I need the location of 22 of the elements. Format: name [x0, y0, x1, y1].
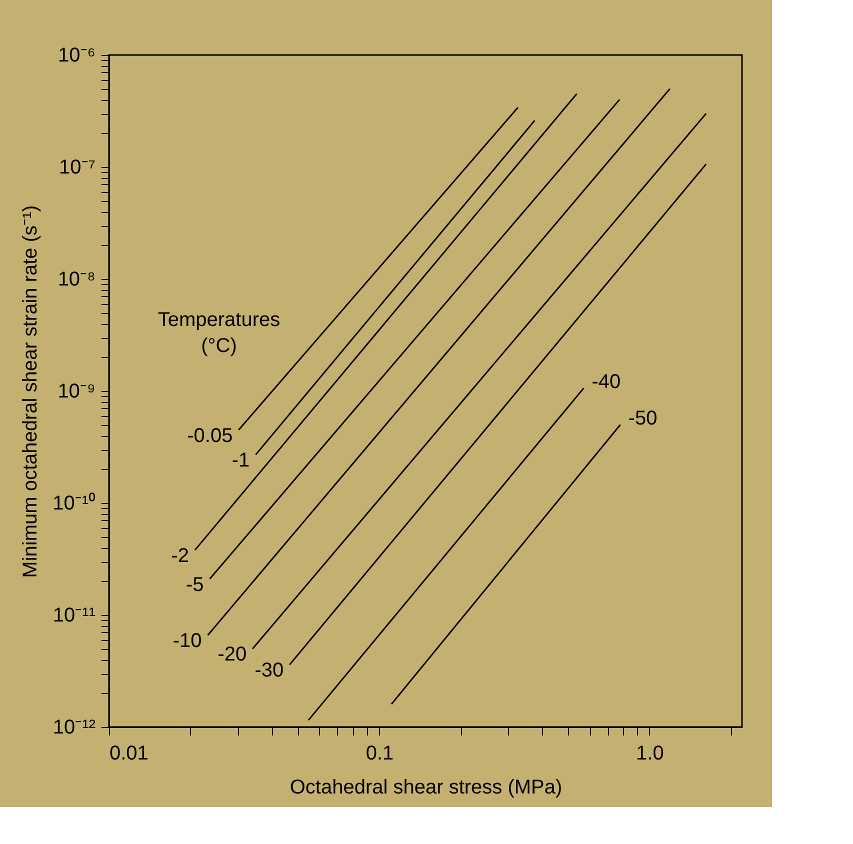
- series-label: -1: [232, 450, 250, 472]
- x-tick-label: 1.0: [636, 742, 664, 764]
- y-tick-label: 10⁻⁹: [58, 380, 96, 402]
- series-label: -0.05: [187, 424, 233, 447]
- y-tick-label: 10⁻¹¹: [52, 604, 96, 626]
- y-tick-label: 10⁻¹⁰: [52, 492, 96, 514]
- series-label: -10: [172, 630, 202, 652]
- series-label: -5: [186, 574, 204, 596]
- x-tick-label: 0.01: [110, 742, 148, 764]
- series-label: -50: [628, 408, 658, 430]
- series-label: -30: [254, 660, 284, 682]
- series-label: -2: [171, 545, 189, 568]
- series-label: -40: [592, 371, 621, 394]
- x-axis-title: Octahedral shear stress (MPa): [290, 776, 562, 798]
- y-tick-label: 10⁻⁷: [59, 156, 96, 178]
- y-tick-label: 10⁻¹²: [52, 716, 96, 738]
- x-tick-label: 0.1: [366, 742, 394, 764]
- series-label: -20: [218, 644, 247, 666]
- y-axis-title: Minimum octahedral shear strain rate (s⁻¹): [20, 205, 42, 578]
- legend-title: Temperatures (°C): [158, 309, 280, 357]
- y-tick-label: 10⁻⁸: [58, 268, 96, 290]
- y-tick-label: 10⁻⁶: [58, 44, 96, 66]
